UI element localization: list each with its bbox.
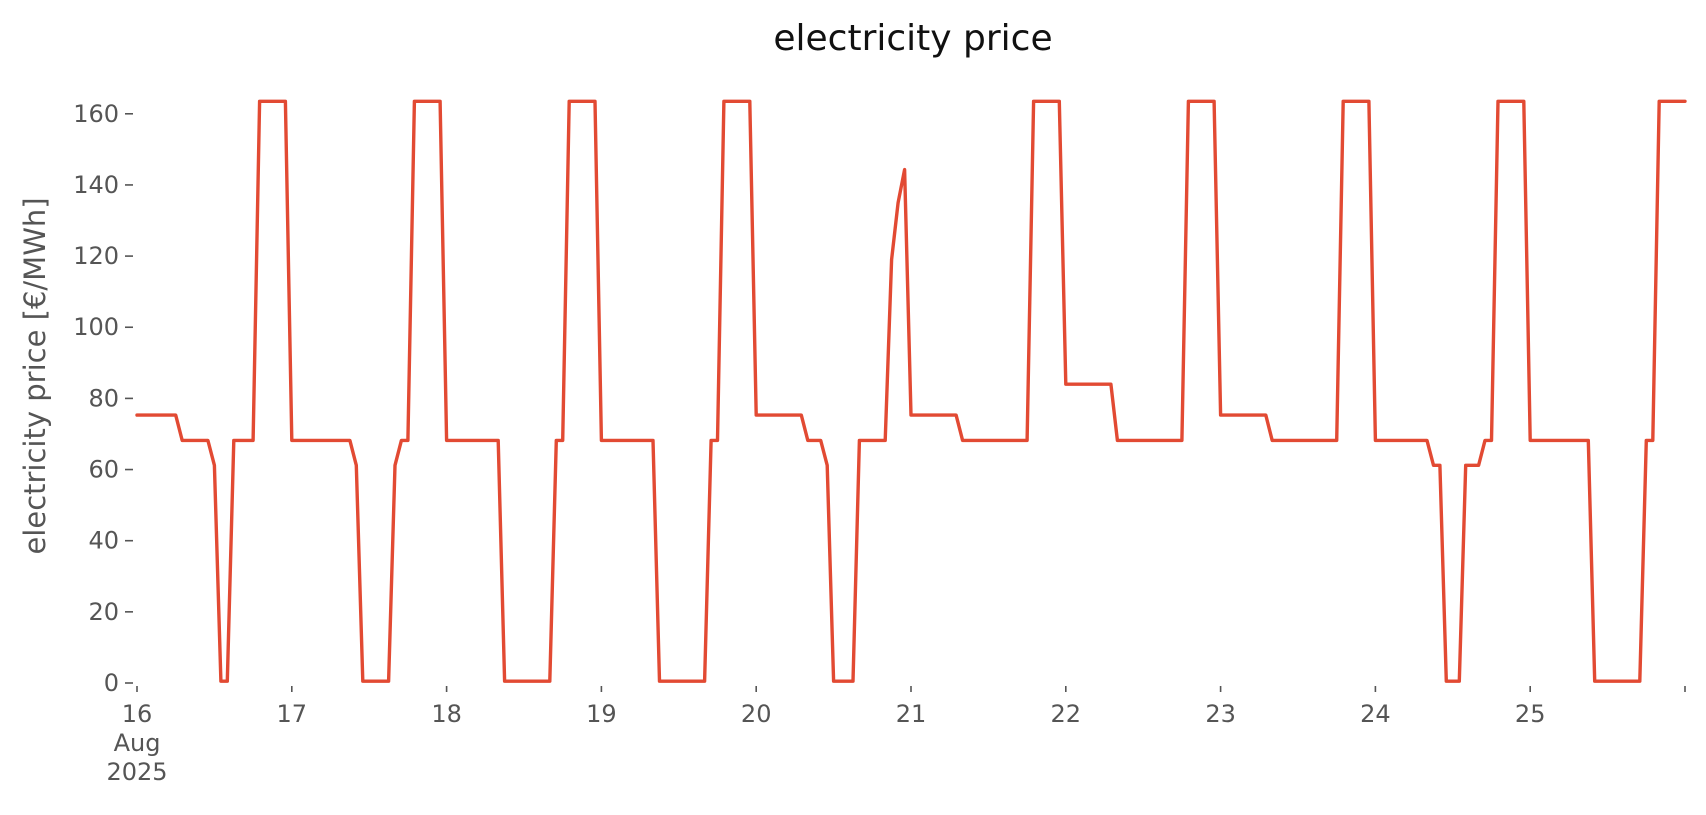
y-tick-label: 160 bbox=[73, 100, 119, 128]
y-axis: 0 20 40 60 80 100 120 140 160 bbox=[73, 100, 133, 697]
y-tick-label: 140 bbox=[73, 171, 119, 199]
y-tick-label: 120 bbox=[73, 242, 119, 270]
x-tick-label: 21 bbox=[896, 700, 927, 728]
x-tick-label: 22 bbox=[1051, 700, 1082, 728]
y-tick-label: 20 bbox=[88, 598, 119, 626]
x-axis: 16 Aug 2025 17 18 19 20 21 22 23 24 25 bbox=[106, 686, 1686, 786]
plot-area bbox=[135, 99, 1687, 683]
x-tick-label: 25 bbox=[1515, 700, 1546, 728]
x-tick-label: 16 Aug 2025 bbox=[106, 700, 167, 786]
y-tick-label: 80 bbox=[88, 384, 119, 412]
x-tick-label: 18 bbox=[431, 700, 462, 728]
y-tick-label: 100 bbox=[73, 313, 119, 341]
chart-title: electricity price bbox=[773, 18, 1052, 59]
x-tick-label: 23 bbox=[1205, 700, 1236, 728]
y-tick-label: 40 bbox=[88, 527, 119, 555]
series-line bbox=[135, 99, 1687, 683]
x-tick-label: 20 bbox=[741, 700, 772, 728]
y-tick-label: 60 bbox=[88, 456, 119, 484]
y-axis-label: electricity price [€/MWh] bbox=[18, 197, 52, 554]
x-tick-label: 17 bbox=[277, 700, 308, 728]
y-tick-label: 0 bbox=[104, 669, 119, 697]
x-tick-label: 19 bbox=[586, 700, 617, 728]
x-tick-label: 24 bbox=[1360, 700, 1391, 728]
